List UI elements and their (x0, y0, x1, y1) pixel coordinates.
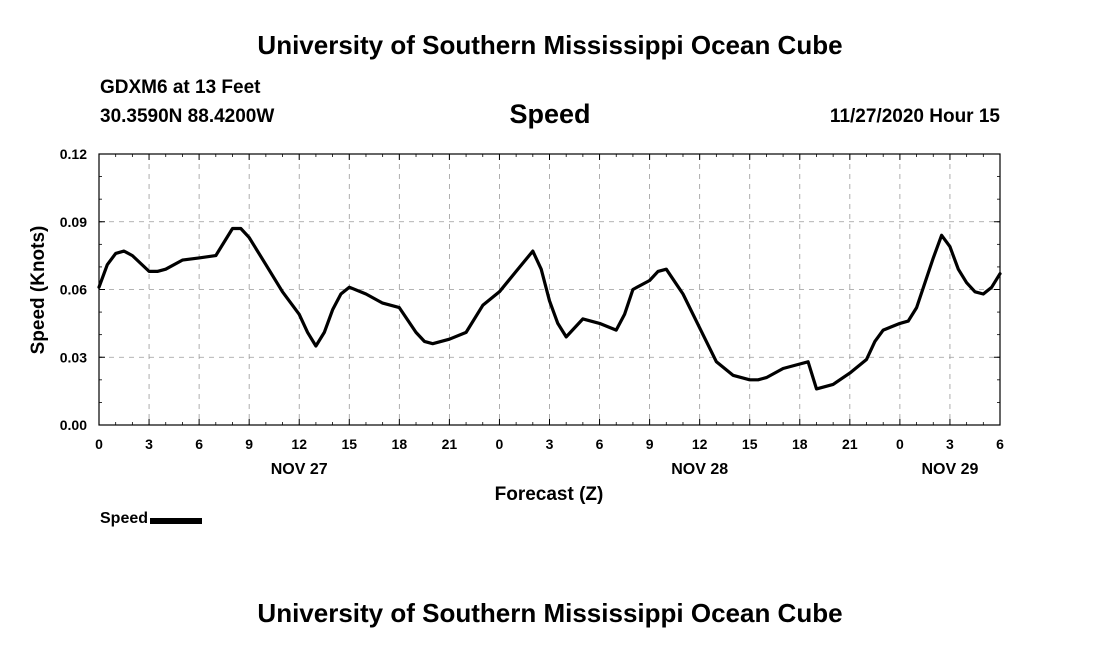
x-tick-label: 9 (245, 436, 253, 452)
x-axis-label: Forecast (Z) (495, 484, 604, 505)
chart-title: Speed (509, 99, 591, 129)
top-title: University of Southern Mississippi Ocean… (257, 30, 843, 60)
x-tick-label: 21 (442, 436, 458, 452)
x-tick-label: 18 (392, 436, 408, 452)
bottom-title: University of Southern Mississippi Ocean… (257, 598, 843, 628)
date-label: NOV 28 (671, 461, 728, 478)
x-tick-label: 12 (291, 436, 307, 452)
coordinates-label: 30.3590N 88.4200W (100, 106, 275, 127)
date-label: NOV 27 (271, 461, 328, 478)
x-tick-label: 6 (996, 436, 1004, 452)
x-tick-label: 0 (896, 436, 904, 452)
y-tick-label: 0.06 (60, 282, 87, 298)
x-tick-label: 9 (646, 436, 654, 452)
y-tick-label: 0.00 (60, 417, 87, 433)
x-tick-label: 3 (946, 436, 954, 452)
legend-swatch (150, 517, 203, 524)
plot-frame (98, 153, 1001, 426)
datetime-label: 11/27/2020 Hour 15 (829, 106, 1000, 127)
x-tick-label: 3 (546, 436, 554, 452)
y-tick-label: 0.12 (60, 146, 87, 162)
y-tick-label: 0.03 (60, 349, 87, 365)
x-tick-label: 15 (341, 436, 357, 452)
legend-label: Speed (100, 510, 149, 527)
legend: Speed (100, 510, 203, 528)
series-layer (97, 226, 1002, 391)
x-tick-label: 6 (195, 436, 203, 452)
x-tick-label: 12 (692, 436, 708, 452)
x-tick-label: 21 (842, 436, 858, 452)
series-line-speed (97, 226, 1002, 391)
date-label: NOV 29 (921, 461, 978, 478)
x-tick-label: 6 (596, 436, 604, 452)
x-tick-label: 0 (95, 436, 103, 452)
y-axis-label: Speed (Knots) (28, 226, 49, 355)
x-tick-label: 3 (145, 436, 153, 452)
station-label: GDXM6 at 13 Feet (100, 77, 261, 98)
x-tick-label: 0 (496, 436, 504, 452)
grid-lines (99, 154, 1000, 425)
y-tick-label: 0.09 (60, 214, 87, 230)
x-tick-label: 18 (792, 436, 808, 452)
x-tick-label: 15 (742, 436, 758, 452)
axis-labels: 0 3 6 9 12 15 18 21 0 3 6 9 12 15 18 21 0 3 6 0.00 0.03 0.06 0… (28, 146, 1004, 505)
